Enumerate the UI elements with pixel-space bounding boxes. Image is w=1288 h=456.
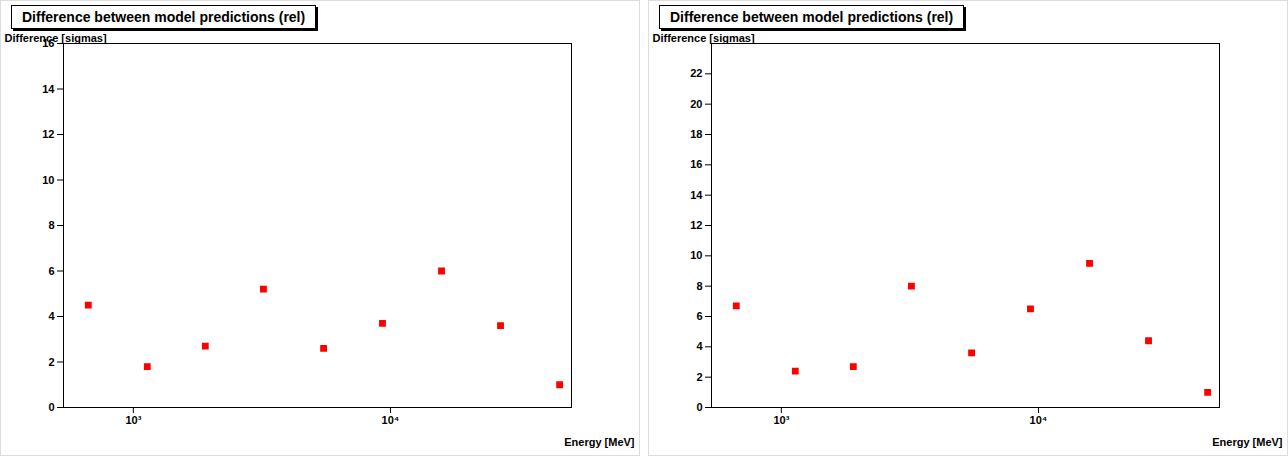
svg-text:10: 10 xyxy=(690,249,702,261)
svg-text:10³: 10³ xyxy=(773,414,789,426)
svg-text:8: 8 xyxy=(48,219,54,231)
svg-text:8: 8 xyxy=(696,280,702,292)
svg-text:2: 2 xyxy=(696,371,702,383)
svg-text:14: 14 xyxy=(690,189,703,201)
svg-text:6: 6 xyxy=(696,310,702,322)
svg-text:12: 12 xyxy=(42,128,54,140)
svg-text:10⁴: 10⁴ xyxy=(1030,414,1048,426)
svg-text:10³: 10³ xyxy=(125,414,141,426)
svg-text:6: 6 xyxy=(48,265,54,277)
svg-text:16: 16 xyxy=(690,158,702,170)
svg-text:Difference [sigmas]: Difference [sigmas] xyxy=(653,32,755,44)
svg-text:20: 20 xyxy=(690,98,702,110)
svg-text:10⁴: 10⁴ xyxy=(382,414,400,426)
svg-text:2: 2 xyxy=(48,356,54,368)
svg-text:14: 14 xyxy=(42,83,55,95)
svg-text:4: 4 xyxy=(48,310,55,322)
svg-text:Energy [MeV]: Energy [MeV] xyxy=(1212,436,1283,448)
html-text:Difference between model predi: Difference between model predictions (re… xyxy=(22,9,306,25)
svg-text:4: 4 xyxy=(696,340,703,352)
svg-text:12: 12 xyxy=(690,219,702,231)
svg-text:22: 22 xyxy=(690,67,702,79)
svg-text:0: 0 xyxy=(696,401,702,413)
svg-text:Difference [sigmas]: Difference [sigmas] xyxy=(5,32,107,44)
svg-text:0: 0 xyxy=(48,401,54,413)
html-text:Difference between model predi: Difference between model predictions (re… xyxy=(670,9,954,25)
svg-text:18: 18 xyxy=(690,128,702,140)
svg-text:10: 10 xyxy=(42,174,54,186)
svg-text:Energy [MeV]: Energy [MeV] xyxy=(564,436,635,448)
